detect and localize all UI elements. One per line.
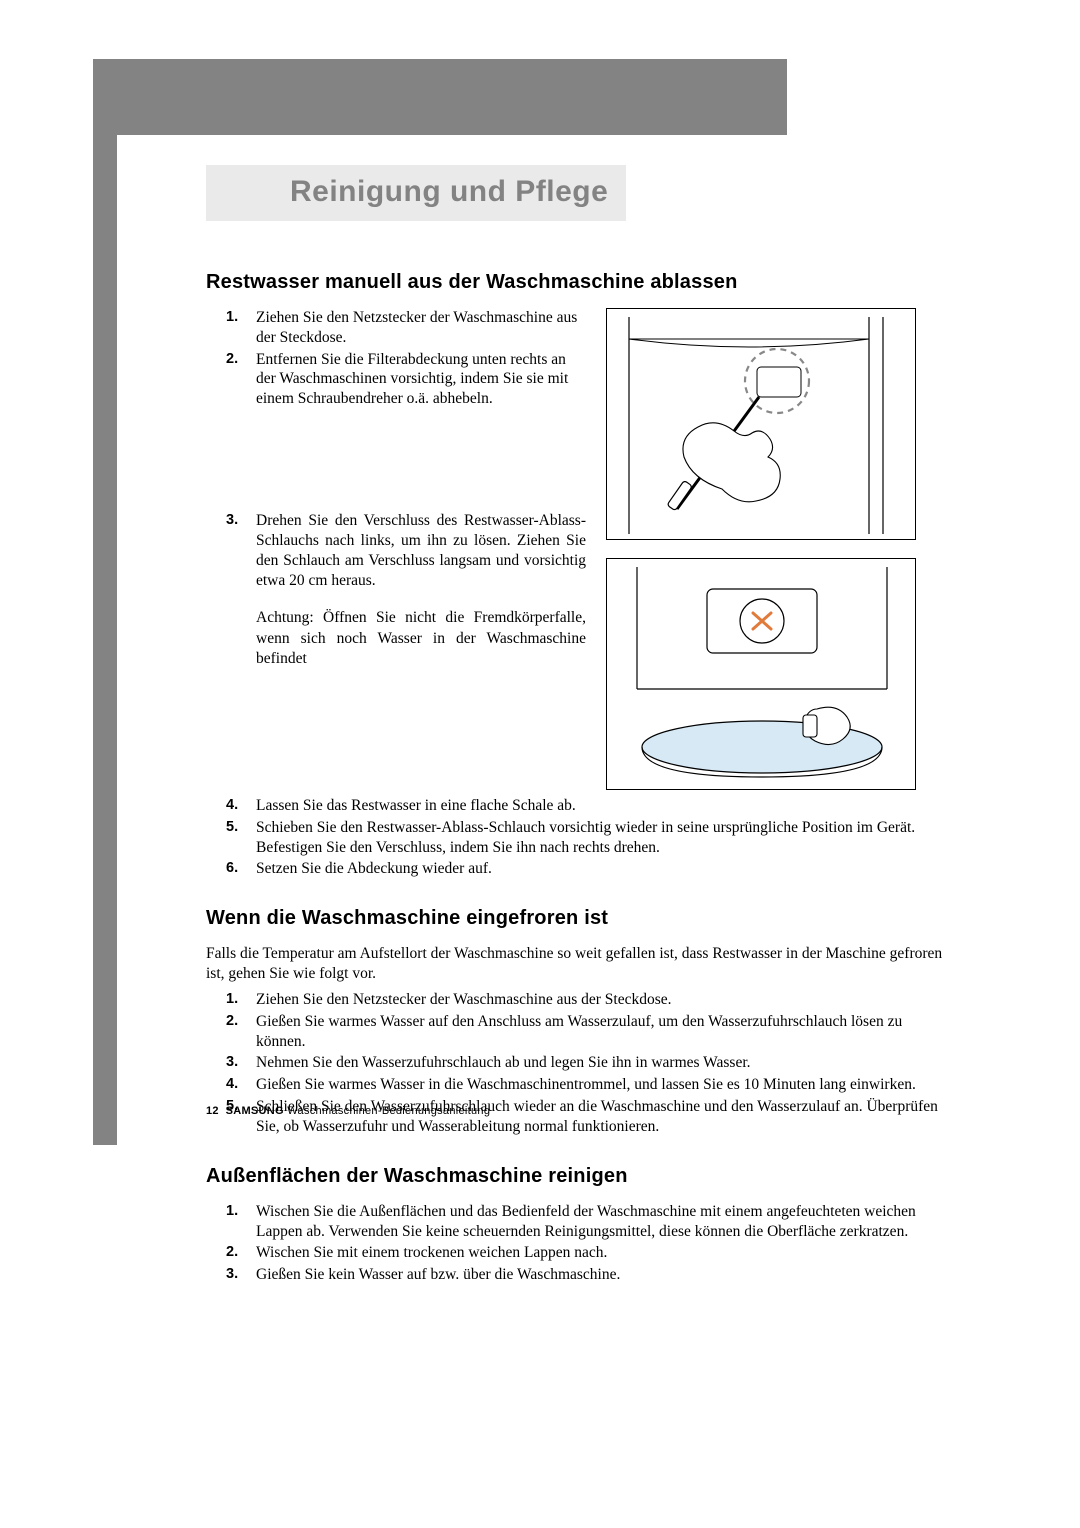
page-border-left: [93, 59, 117, 1145]
list-item: Schieben Sie den Restwasser-Ablass-Schla…: [256, 818, 944, 858]
list-item: Entfernen Sie die Filterabdeckung unten …: [256, 350, 586, 409]
list-item: Setzen Sie die Abdeckung wieder auf.: [256, 859, 944, 879]
page-title-box: Reinigung und Pflege: [206, 165, 626, 221]
list-item: Drehen Sie den Verschluss des Restwasser…: [256, 511, 586, 590]
section2-heading: Wenn die Waschmaschine eingefroren ist: [206, 907, 944, 930]
section3-heading: Außenflächen der Waschmaschine reinigen: [206, 1165, 944, 1188]
list-item: Gießen Sie warmes Wasser in die Waschmas…: [256, 1075, 944, 1095]
list-item: Ziehen Sie den Netzstecker der Waschmasc…: [256, 308, 586, 348]
list-item: Ziehen Sie den Netzstecker der Waschmasc…: [256, 990, 944, 1010]
list-item: Gießen Sie kein Wasser auf bzw. über die…: [256, 1265, 944, 1285]
page-content: Reinigung und Pflege Restwasser manuell …: [206, 165, 944, 1313]
section1-steps-1-2: Ziehen Sie den Netzstecker der Waschmasc…: [206, 308, 586, 409]
list-item: Wischen Sie mit einem trockenen weichen …: [256, 1243, 944, 1263]
page-number: 12: [206, 1105, 219, 1117]
section1-steps-3: Drehen Sie den Verschluss des Restwasser…: [206, 511, 586, 590]
page-border-top: [93, 59, 787, 135]
section-frozen: Wenn die Waschmaschine eingefroren ist F…: [206, 907, 944, 1136]
footer-doc-title: Waschmaschinen-Bedienungsanleitung: [287, 1105, 490, 1117]
manual-page: Reinigung und Pflege Restwasser manuell …: [0, 0, 1080, 1528]
list-item: Gießen Sie warmes Wasser auf den Anschlu…: [256, 1012, 944, 1052]
section3-steps: Wischen Sie die Außenflächen und das Bed…: [206, 1202, 944, 1285]
illustration-drain-bowl: [606, 558, 916, 790]
illustration-open-cover: [606, 308, 916, 540]
section-drain-water: Restwasser manuell aus der Waschmaschine…: [206, 271, 944, 879]
section-clean-exterior: Außenflächen der Waschmaschine reinigen …: [206, 1165, 944, 1285]
section1-heading: Restwasser manuell aus der Waschmaschine…: [206, 271, 944, 294]
list-item: Wischen Sie die Außenflächen und das Bed…: [256, 1202, 944, 1242]
list-item: Nehmen Sie den Wasserzufuhrschlauch ab u…: [256, 1053, 944, 1073]
section1-note: Achtung: Öffnen Sie nicht die Fremdkörpe…: [206, 608, 586, 668]
list-item: Lassen Sie das Restwasser in eine flache…: [256, 796, 944, 816]
page-title: Reinigung und Pflege: [290, 175, 608, 209]
page-footer: 12 SAMSUNG Waschmaschinen-Bedienungsanle…: [206, 1105, 490, 1117]
section1-steps-4-6: Lassen Sie das Restwasser in eine flache…: [206, 796, 944, 879]
section2-intro: Falls die Temperatur am Aufstellort der …: [206, 944, 944, 984]
footer-brand: SAMSUNG: [226, 1105, 284, 1117]
